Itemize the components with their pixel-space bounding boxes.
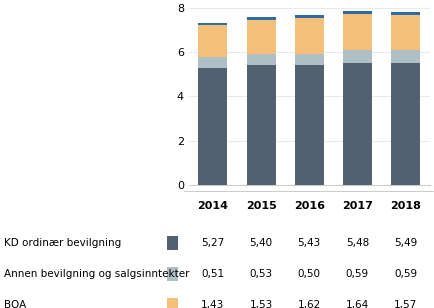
Text: 1,64: 1,64 [346, 300, 369, 308]
Text: 2016: 2016 [294, 201, 325, 211]
Text: 1,43: 1,43 [201, 300, 224, 308]
Bar [247, 20, 276, 54]
Bar [295, 65, 324, 185]
Bar [391, 50, 420, 63]
Text: 1,62: 1,62 [298, 300, 321, 308]
Text: 0,51: 0,51 [201, 269, 224, 279]
Text: 5,49: 5,49 [394, 238, 417, 248]
Bar [295, 18, 324, 54]
Bar [295, 54, 324, 65]
Text: 5,27: 5,27 [201, 238, 224, 248]
Bar [198, 22, 227, 25]
Text: 1,53: 1,53 [250, 300, 273, 308]
Bar [391, 15, 420, 50]
Bar [198, 25, 227, 57]
Text: 0,50: 0,50 [298, 269, 321, 279]
Bar [343, 51, 372, 63]
Text: 1,57: 1,57 [394, 300, 417, 308]
Text: 2017: 2017 [342, 201, 373, 211]
Bar [198, 68, 227, 185]
Text: 0,59: 0,59 [346, 269, 369, 279]
Bar [343, 14, 372, 51]
Text: 2018: 2018 [390, 201, 421, 211]
Bar [343, 11, 372, 14]
Text: Annen bevilgning og salgsinntekter: Annen bevilgning og salgsinntekter [4, 269, 190, 279]
Text: 0,59: 0,59 [394, 269, 417, 279]
Text: 5,40: 5,40 [250, 238, 273, 248]
Bar [247, 65, 276, 185]
Text: KD ordinær bevilgning: KD ordinær bevilgning [4, 238, 122, 248]
Text: 2014: 2014 [197, 201, 228, 211]
Bar [295, 15, 324, 18]
Bar [247, 17, 276, 20]
Bar [391, 63, 420, 185]
Bar [391, 12, 420, 15]
Text: 5,43: 5,43 [298, 238, 321, 248]
Text: BOA: BOA [4, 300, 26, 308]
Text: 2015: 2015 [246, 201, 276, 211]
Bar [343, 63, 372, 185]
Bar [198, 57, 227, 68]
Bar [247, 54, 276, 65]
Text: 5,48: 5,48 [346, 238, 369, 248]
Text: 0,53: 0,53 [250, 269, 273, 279]
